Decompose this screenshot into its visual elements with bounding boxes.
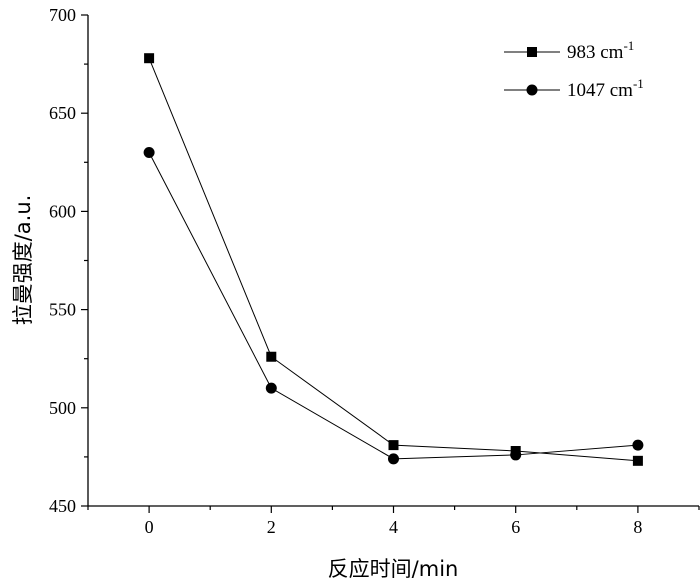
series-1-point bbox=[143, 146, 155, 158]
legend-marker-1 bbox=[526, 84, 538, 96]
legend-label-1: 1047 cm-1 bbox=[567, 76, 644, 101]
y-tick-label: 500 bbox=[49, 398, 76, 418]
x-tick-label: 8 bbox=[633, 517, 642, 537]
series-1-point bbox=[510, 449, 522, 461]
x-axis-title: 反应时间/min bbox=[328, 557, 459, 581]
series-1-point bbox=[632, 439, 644, 451]
series-1-point bbox=[265, 382, 277, 394]
legend-label-0: 983 cm-1 bbox=[567, 38, 634, 63]
y-tick-label: 450 bbox=[49, 496, 76, 516]
series-0 bbox=[144, 53, 643, 466]
legend-marker-0 bbox=[527, 47, 537, 57]
legend-label-text: 983 cm bbox=[567, 42, 624, 63]
series-0-line bbox=[148, 58, 638, 462]
legend-label-text: 1047 cm bbox=[567, 80, 633, 101]
y-tick-label: 600 bbox=[49, 201, 76, 221]
y-tick-label: 650 bbox=[49, 103, 76, 123]
x-tick-label: 0 bbox=[145, 517, 154, 537]
ticks: 0 2 4 6 8 450 500 550 600 650 700 bbox=[49, 5, 700, 537]
series-0-point bbox=[388, 440, 399, 451]
series-0-point bbox=[144, 53, 155, 64]
series-1-line bbox=[148, 152, 638, 460]
series-0-point bbox=[266, 351, 277, 362]
y-tick-label: 550 bbox=[49, 300, 76, 320]
x-tick-label: 6 bbox=[511, 517, 520, 537]
x-tick-label: 2 bbox=[267, 517, 276, 537]
legend-label-superscript: -1 bbox=[623, 38, 634, 53]
series-1-point bbox=[388, 453, 399, 465]
y-axis-title: 拉曼强度/a.u. bbox=[11, 195, 35, 326]
y-tick-label: 700 bbox=[49, 5, 76, 25]
x-tick-label: 4 bbox=[389, 517, 398, 537]
series-0-point bbox=[632, 455, 643, 466]
series-1 bbox=[143, 146, 644, 465]
legend-label-superscript: -1 bbox=[633, 76, 644, 91]
series-layer bbox=[143, 53, 644, 466]
